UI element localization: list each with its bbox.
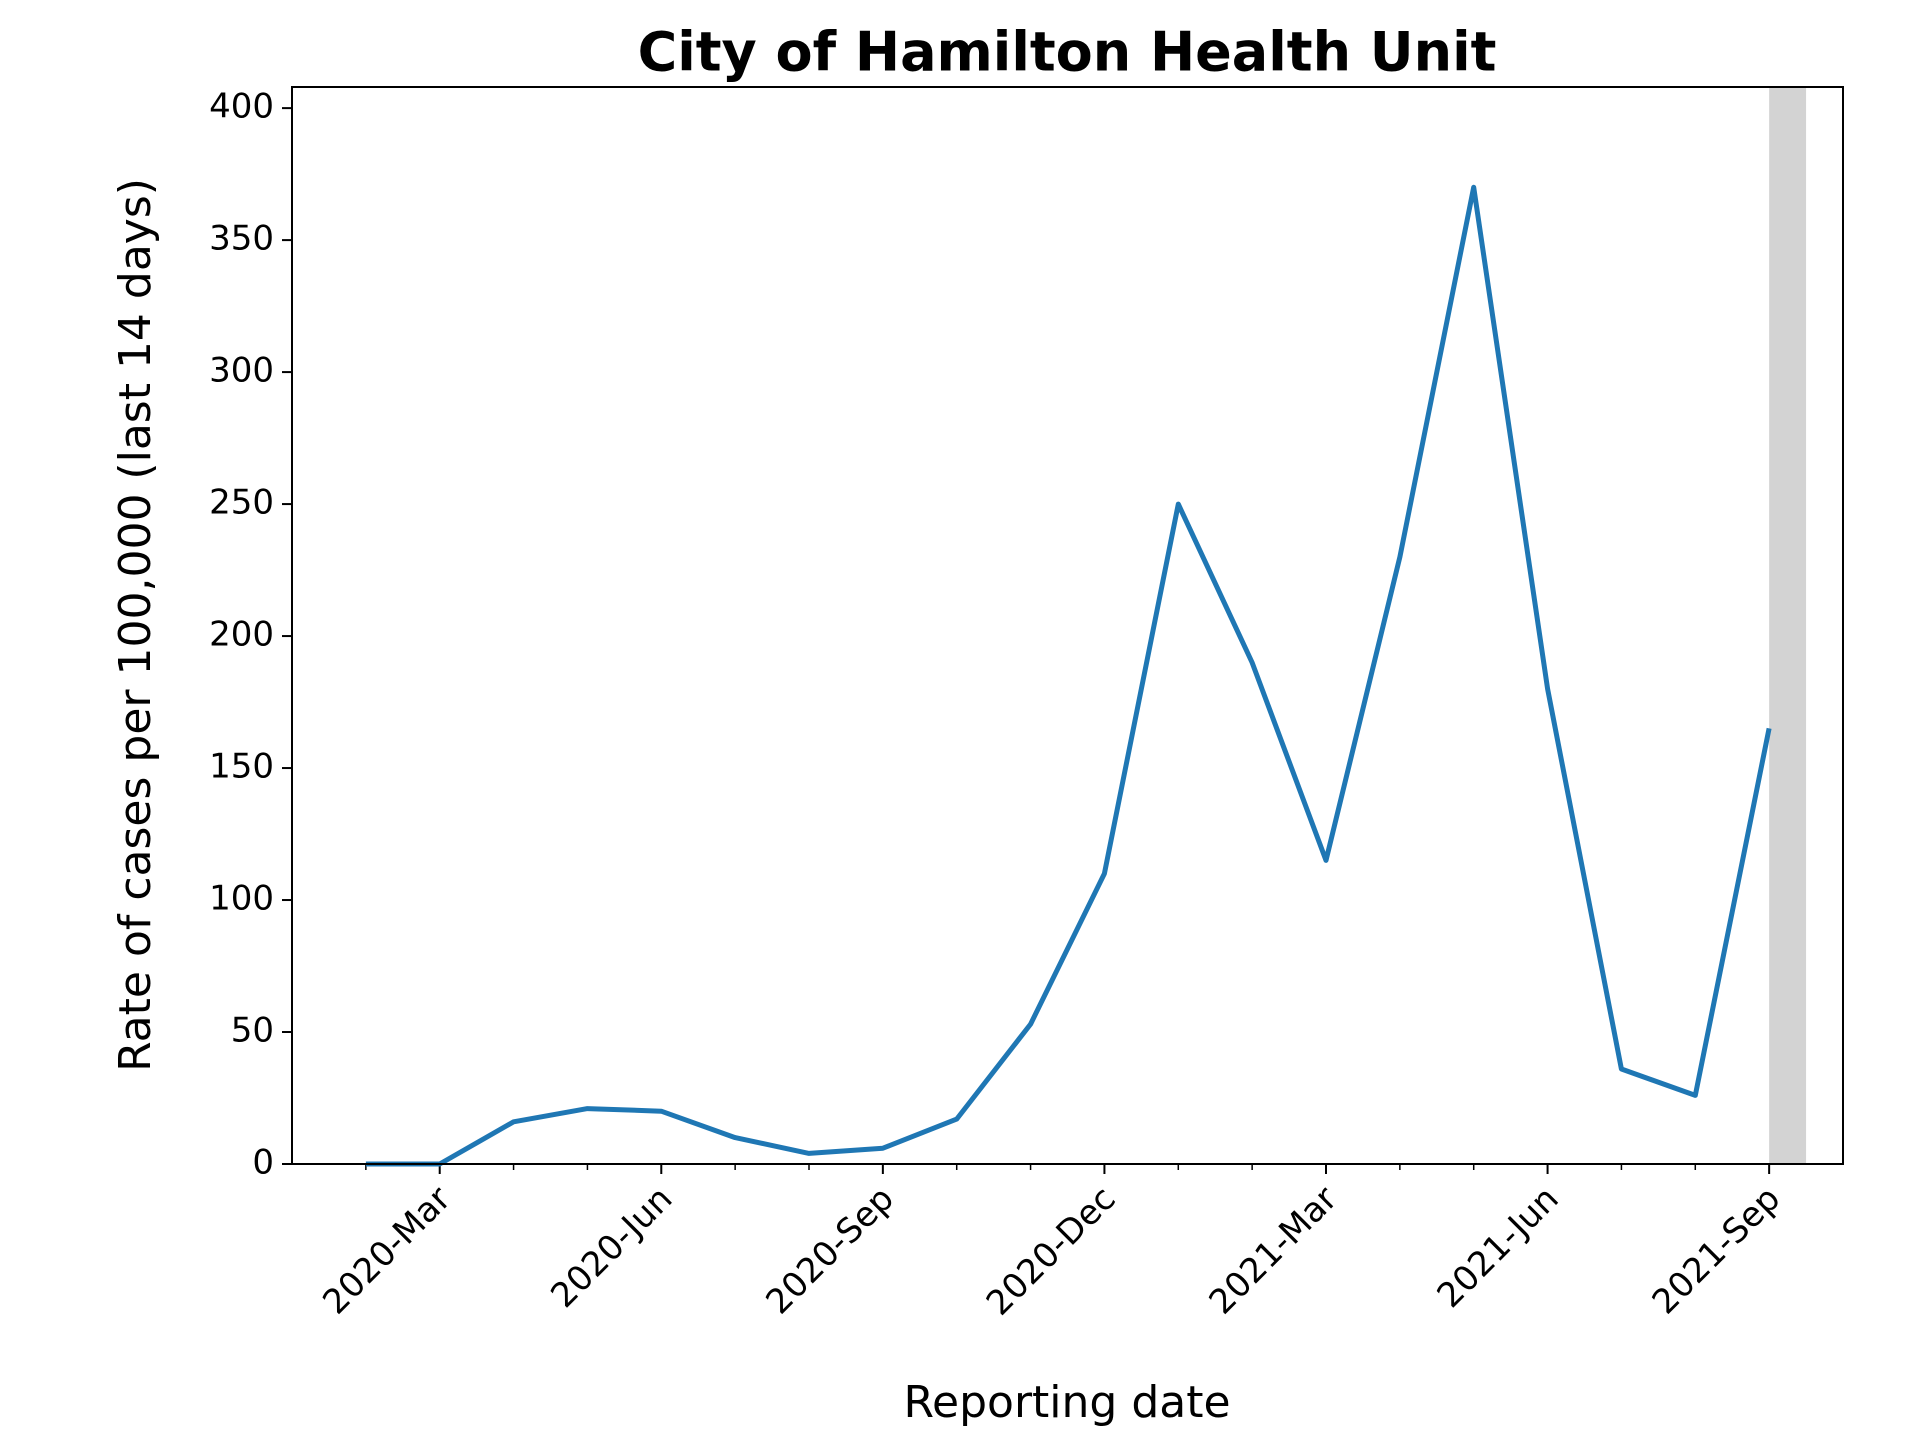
y-tick-label: 150 xyxy=(209,747,274,787)
y-tick-label: 250 xyxy=(209,483,274,523)
shaded-region xyxy=(1769,87,1807,1164)
y-tick-label: 400 xyxy=(209,87,274,127)
x-axis-label: Reporting date xyxy=(903,1377,1230,1428)
x-tick-label: 2020-Dec xyxy=(979,1179,1124,1324)
y-tick-label: 50 xyxy=(231,1011,274,1051)
x-tick-label: 2021-Mar xyxy=(1202,1179,1346,1323)
y-tick-label: 200 xyxy=(209,615,274,655)
x-tick-label: 2021-Sep xyxy=(1645,1179,1788,1322)
plot-frame xyxy=(291,86,1844,1165)
y-tick-label: 350 xyxy=(209,219,274,259)
x-tick-label: 2020-Jun xyxy=(543,1179,680,1316)
y-tick-label: 300 xyxy=(209,351,274,391)
data-line xyxy=(365,184,1772,1167)
chart-title: City of Hamilton Health Unit xyxy=(638,21,1497,84)
x-tick-label: 2020-Sep xyxy=(758,1179,901,1322)
y-axis-label: Rate of cases per 100,000 (last 14 days) xyxy=(110,178,161,1072)
y-tick-label: 0 xyxy=(252,1143,274,1183)
x-tick-label: 2021-Jun xyxy=(1430,1179,1567,1316)
y-tick-label: 100 xyxy=(209,879,274,919)
x-tick-label: 2020-Mar xyxy=(315,1179,459,1323)
